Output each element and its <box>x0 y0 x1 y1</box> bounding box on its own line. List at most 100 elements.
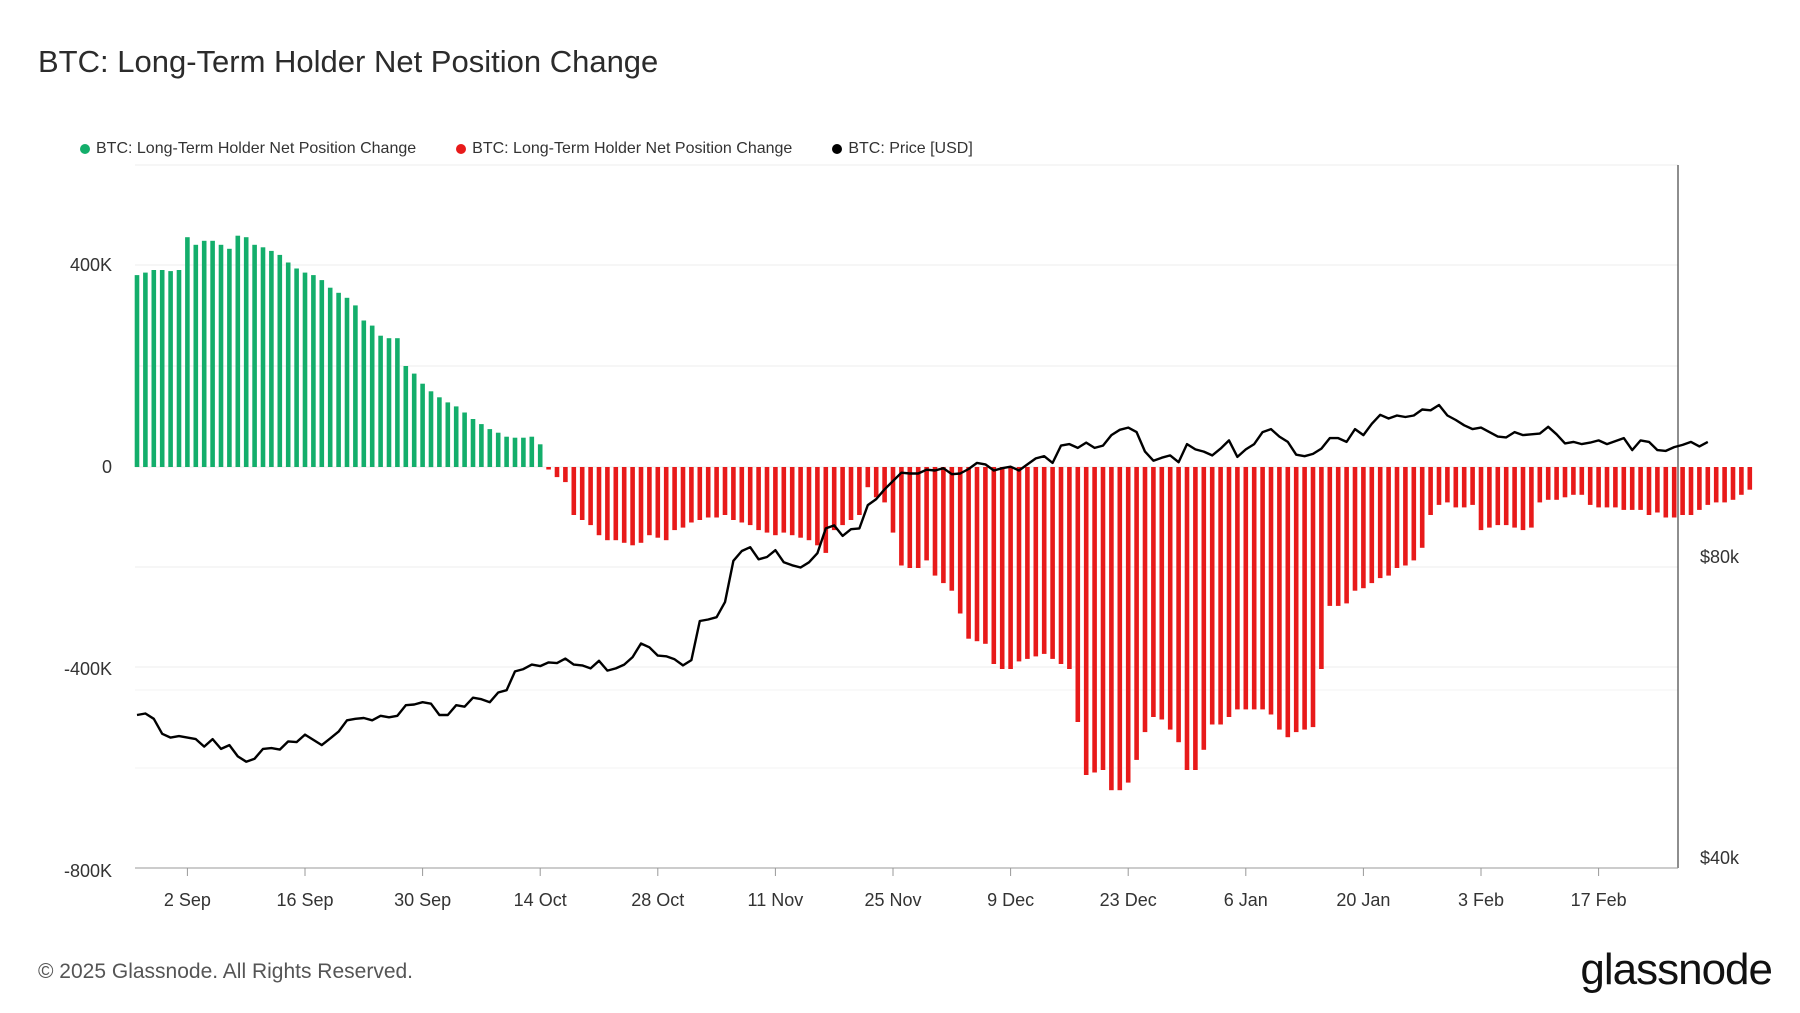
bar-negative <box>907 467 913 568</box>
bar-negative <box>1167 467 1173 730</box>
bar-negative <box>1680 467 1685 515</box>
bar-positive <box>277 254 283 467</box>
bar-positive <box>151 270 157 467</box>
bar-negative <box>638 467 644 543</box>
bar-negative <box>1251 467 1257 710</box>
legend-item-lth-positive[interactable]: BTC: Long-Term Holder Net Position Chang… <box>80 140 416 158</box>
bar-negative <box>722 467 728 515</box>
bar-positive <box>227 248 232 467</box>
bar-positive <box>479 424 484 467</box>
bar-positive <box>336 292 341 467</box>
bar-positive <box>302 272 308 467</box>
bar-negative <box>1243 467 1249 710</box>
bar-negative <box>1327 467 1333 606</box>
bar-positive <box>495 432 501 467</box>
bar-negative <box>1125 467 1131 783</box>
bar-negative <box>1487 467 1492 528</box>
bar-positive <box>218 244 224 467</box>
bar-negative <box>1151 467 1156 717</box>
bar-negative <box>546 467 551 470</box>
bar-negative <box>1613 467 1618 508</box>
x-tick-label: 9 Dec <box>987 890 1034 910</box>
bar-positive <box>445 402 451 467</box>
bar-negative <box>1293 467 1299 733</box>
bar-negative <box>915 467 921 568</box>
bar-negative <box>840 467 845 526</box>
bar-negative <box>1369 467 1375 584</box>
bar-negative <box>1587 467 1593 505</box>
bar-negative <box>1697 467 1702 510</box>
bar-negative <box>588 467 593 526</box>
bar-negative <box>764 467 770 533</box>
x-tick-label: 14 Oct <box>514 890 567 910</box>
x-tick-label: 23 Dec <box>1100 890 1157 910</box>
bar-negative <box>1335 467 1341 606</box>
legend-item-lth-negative[interactable]: BTC: Long-Term Holder Net Position Chang… <box>456 140 792 158</box>
legend: BTC: Long-Term Holder Net Position Chang… <box>80 140 973 158</box>
bar-negative <box>1386 467 1391 576</box>
bar-negative <box>1209 467 1215 725</box>
bar-negative <box>924 467 929 561</box>
bar-negative <box>1377 467 1383 579</box>
bar-negative <box>1495 467 1501 526</box>
bar-positive <box>521 437 526 467</box>
bar-negative <box>1671 467 1677 518</box>
bar-negative <box>806 467 812 541</box>
y-left-tick-label: 0 <box>102 457 112 477</box>
bar-negative <box>1453 467 1459 508</box>
bar-positive <box>168 271 173 467</box>
bar-negative <box>563 467 568 483</box>
bar-negative <box>890 467 896 533</box>
bar-negative <box>1277 467 1282 730</box>
bar-negative <box>747 467 753 526</box>
bar-negative <box>1109 467 1114 791</box>
bar-negative <box>882 467 887 503</box>
x-tick-label: 16 Sep <box>276 890 333 910</box>
bar-negative <box>1713 467 1719 503</box>
bar-positive <box>327 287 333 467</box>
bar-negative <box>1688 467 1694 515</box>
bar-negative <box>697 467 703 520</box>
bar-negative <box>1470 467 1475 505</box>
bar-negative <box>1629 467 1635 510</box>
bar-negative <box>1739 467 1744 495</box>
bar-positive <box>462 412 467 467</box>
bar-positive <box>210 240 215 467</box>
bar-negative <box>991 467 997 664</box>
bar-negative <box>1478 467 1484 531</box>
bar-negative <box>1142 467 1148 733</box>
bar-positive <box>403 366 409 467</box>
legend-dot-green <box>80 144 90 154</box>
x-tick-label: 3 Feb <box>1458 890 1504 910</box>
bar-negative <box>663 467 669 541</box>
bar-negative <box>1537 467 1543 503</box>
bar-negative <box>1428 467 1433 515</box>
bar-negative <box>647 467 652 536</box>
bar-negative <box>655 467 661 538</box>
bar-negative <box>1571 467 1576 495</box>
bar-negative <box>974 467 980 642</box>
bar-positive <box>529 436 535 467</box>
bar-negative <box>1117 467 1123 791</box>
bar-negative <box>815 467 820 546</box>
bar-positive <box>193 244 199 467</box>
bar-negative <box>605 467 610 541</box>
y-left-tick-label: -400K <box>64 659 112 679</box>
bar-negative <box>571 467 577 515</box>
glassnode-logo: glassnode <box>1580 945 1773 994</box>
legend-label: BTC: Long-Term Holder Net Position Chang… <box>472 140 793 157</box>
bar-negative <box>613 467 619 541</box>
bar-positive <box>294 268 299 467</box>
bar-negative <box>1067 467 1072 669</box>
y-left-tick-label: -800K <box>64 861 112 881</box>
legend-item-price[interactable]: BTC: Price [USD] <box>832 140 973 158</box>
legend-dot-red <box>456 144 467 154</box>
bar-positive <box>437 397 442 467</box>
chart-title: BTC: Long-Term Holder Net Position Chang… <box>38 44 659 79</box>
bar-negative <box>1344 467 1349 604</box>
bar-negative <box>1596 467 1601 508</box>
bar-negative <box>1554 467 1559 500</box>
bar-positive <box>243 237 249 467</box>
bar-negative <box>1050 467 1055 659</box>
bar-negative <box>1621 467 1627 510</box>
